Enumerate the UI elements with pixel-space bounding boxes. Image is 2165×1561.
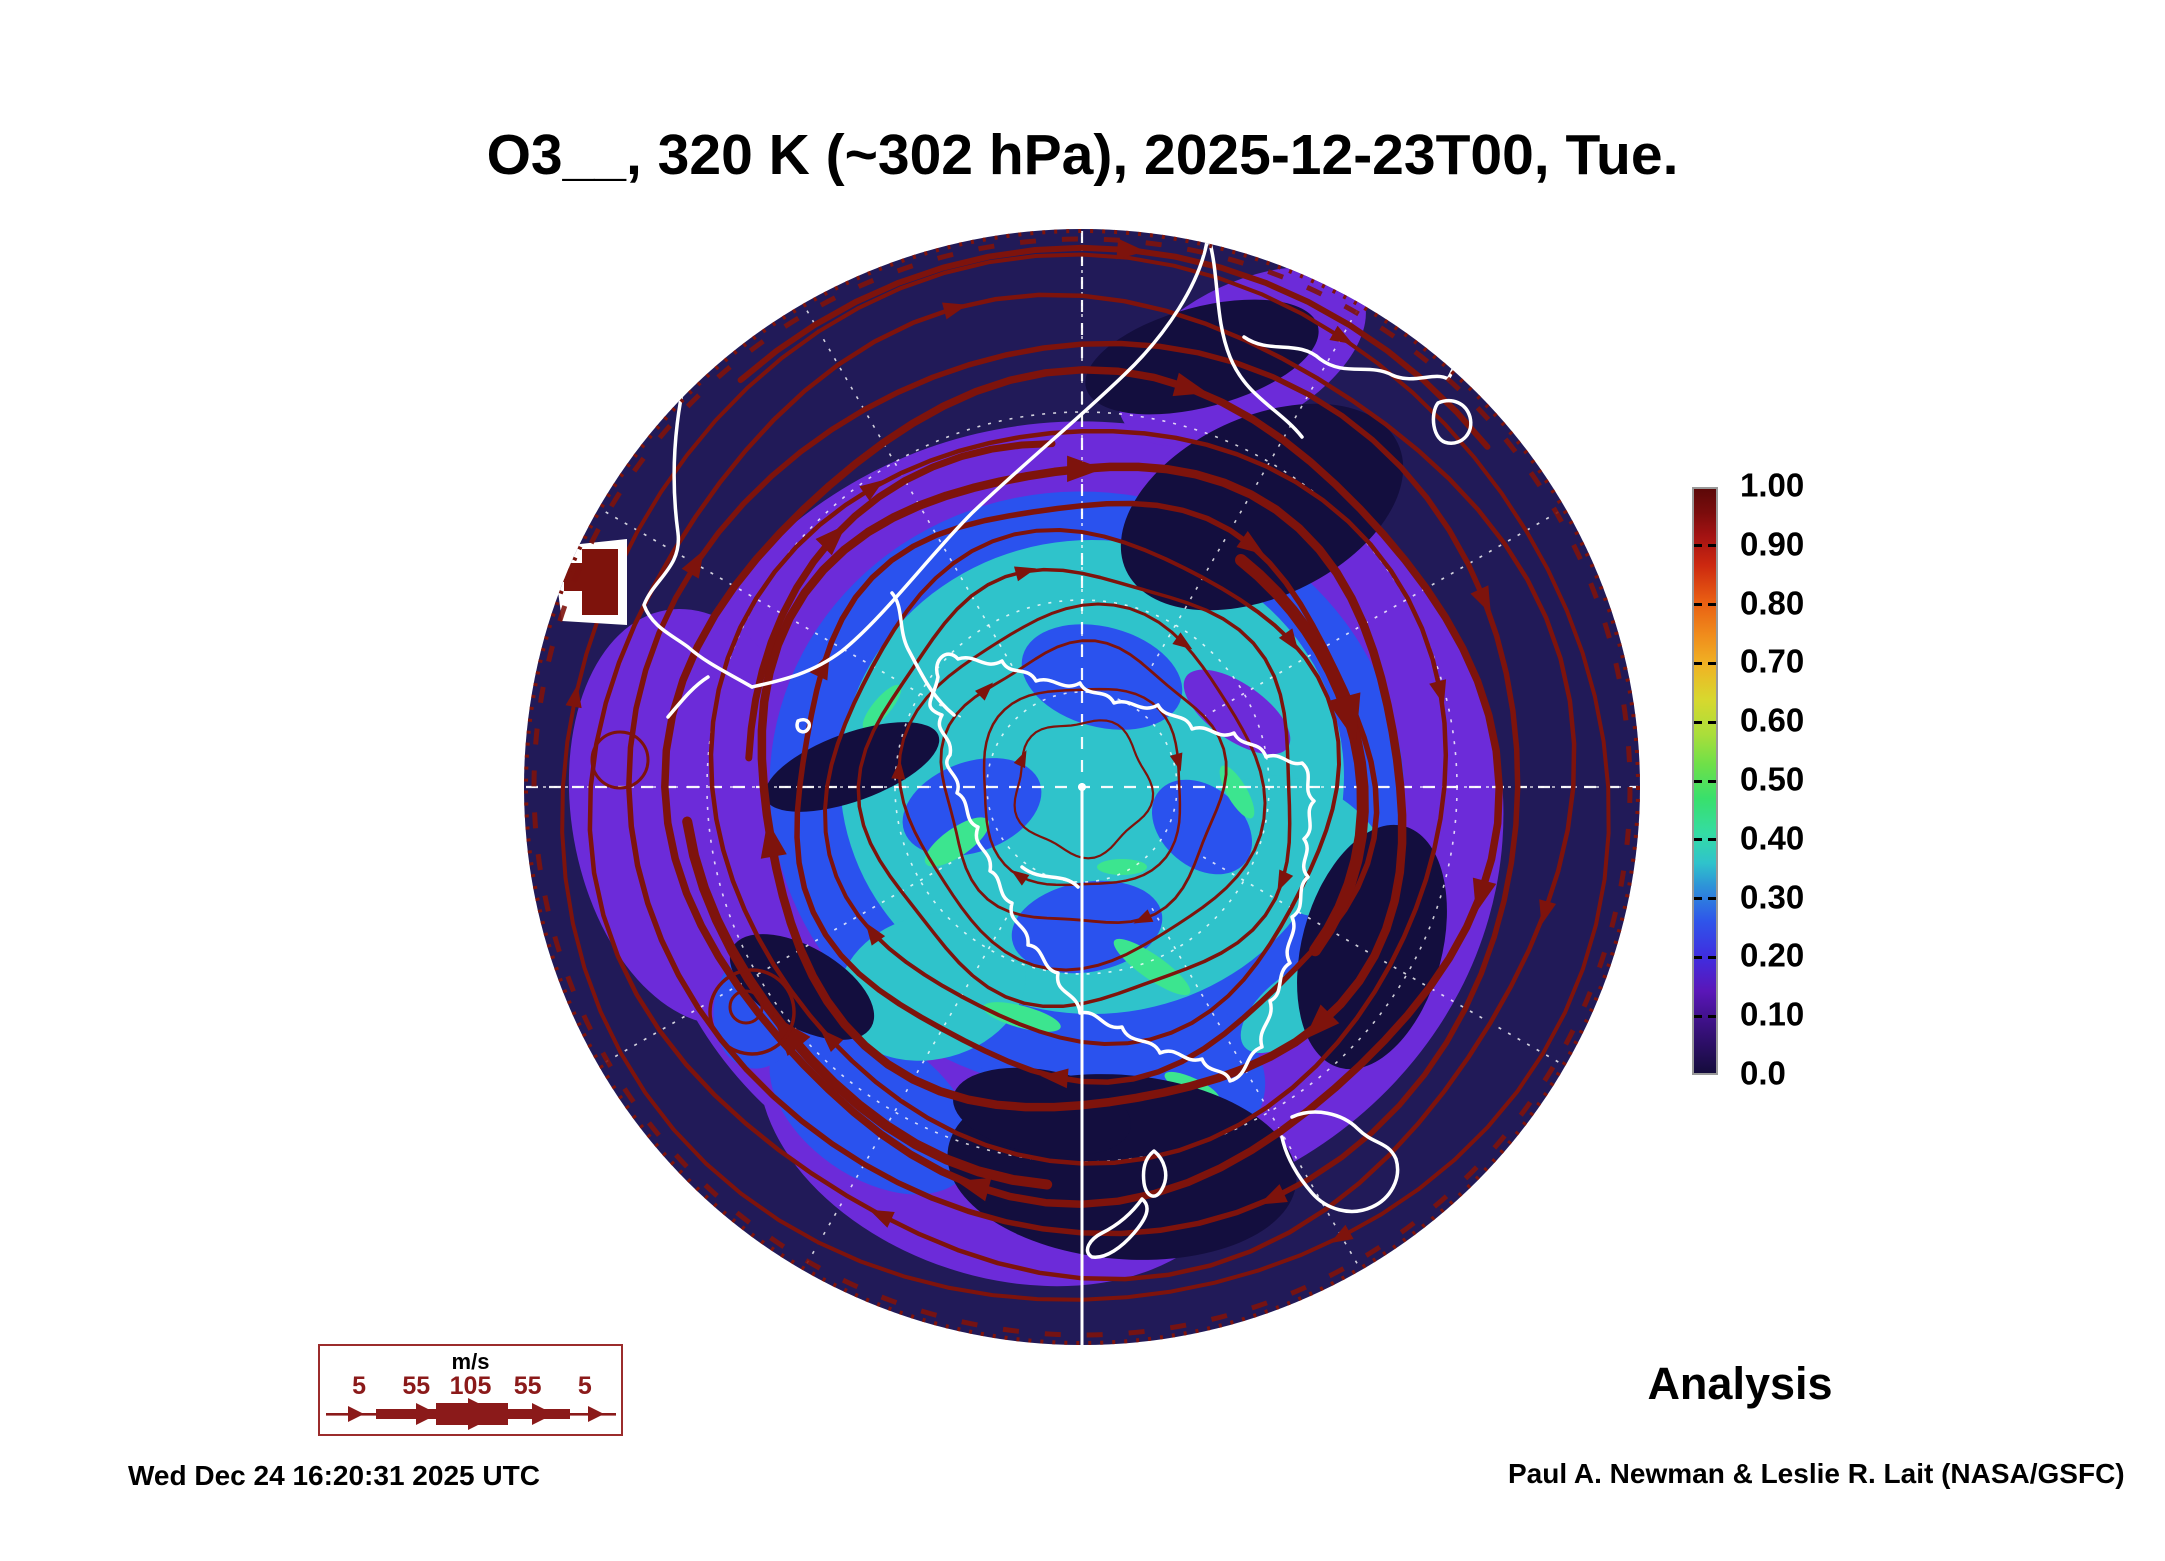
colorbar-tick-mark xyxy=(1708,720,1716,724)
colorbar-tick-label: 0.60 xyxy=(1740,701,1805,739)
colorbar-tick-label: 0.10 xyxy=(1740,995,1805,1033)
rim-streamline-ring xyxy=(524,229,1640,1345)
colorbar-tick-mark xyxy=(1694,720,1702,724)
wind-speed-label: 55 xyxy=(513,1372,542,1400)
colorbar-tick-label: 0.30 xyxy=(1740,878,1805,916)
colorbar-tick-mark xyxy=(1708,603,1716,607)
credit-attribution: Paul A. Newman & Leslie R. Lait (NASA/GS… xyxy=(1508,1458,2125,1489)
wind-units-label: m/s xyxy=(451,1349,490,1374)
colorbar-tick-mark xyxy=(1708,838,1716,842)
colorbar-tick-label: 0.70 xyxy=(1740,642,1805,680)
colorbar-tick-label: 0.40 xyxy=(1740,819,1805,857)
colorbar-tick-mark xyxy=(1694,661,1702,665)
colorbar: 1.00 0.90 0.80 0.70 0.60 0.50 0.40 0.30 0.20 0.10… xyxy=(1692,466,1892,1091)
analysis-label: Analysis xyxy=(1647,1358,1833,1409)
colorbar-tick-mark xyxy=(1694,897,1702,901)
colorbar-tick-mark xyxy=(1694,779,1702,783)
colorbar-tick-label: 0.0 xyxy=(1740,1054,1786,1092)
colorbar-tick-label: 0.80 xyxy=(1740,584,1805,622)
colorbar-tick-label: 0.50 xyxy=(1740,760,1805,798)
plot-title: O3__, 320 K (~302 hPa), 2025-12-23T00, T… xyxy=(486,123,1679,187)
wind-speed-legend: m/s 5 55 105 55 5 xyxy=(318,1344,623,1436)
new-zealand-coast xyxy=(1141,1149,1168,1198)
colorbar-tick-mark xyxy=(1694,955,1702,959)
antarctica-coast xyxy=(928,652,1316,1083)
colorbar-tick-mark xyxy=(1708,1014,1716,1018)
colorbar-tick-mark xyxy=(1694,838,1702,842)
colorbar-tick-label: 1.00 xyxy=(1740,466,1805,504)
south-america-coast xyxy=(642,321,754,689)
creation-timestamp: Wed Dec 24 16:20:31 2025 UTC xyxy=(128,1460,540,1491)
maroon-marker-icon xyxy=(582,549,618,615)
colorbar-tick-mark xyxy=(1708,779,1716,783)
wind-speed-label: 5 xyxy=(577,1372,592,1400)
wind-speed-label: 105 xyxy=(449,1372,492,1400)
colorbar-tick-mark xyxy=(1694,544,1702,548)
tasmania-coast xyxy=(1431,398,1473,445)
colorbar-tick-mark xyxy=(1708,897,1716,901)
pole-dot xyxy=(1078,783,1086,791)
colorbar-tick-mark xyxy=(1694,1014,1702,1018)
colorbar-tick-label: 0.20 xyxy=(1740,936,1805,974)
colorbar-tick-mark xyxy=(1708,955,1716,959)
polar-map-svg xyxy=(524,229,1640,1345)
polar-map xyxy=(502,207,1662,1367)
colorbar-tick-mark xyxy=(1694,603,1702,607)
coastlines-layer xyxy=(642,233,1473,1345)
colorbar-tick-label: 0.90 xyxy=(1740,525,1805,563)
wind-speed-label: 55 xyxy=(402,1372,431,1400)
colorbar-tick-mark xyxy=(1708,544,1716,548)
colorbar-tick-mark xyxy=(1708,661,1716,665)
streamlines-layer xyxy=(560,238,1611,1302)
south-africa-coast xyxy=(1280,1110,1400,1214)
wind-speed-label: 5 xyxy=(352,1372,367,1400)
wind-scale-arrow-icon xyxy=(326,1398,616,1430)
